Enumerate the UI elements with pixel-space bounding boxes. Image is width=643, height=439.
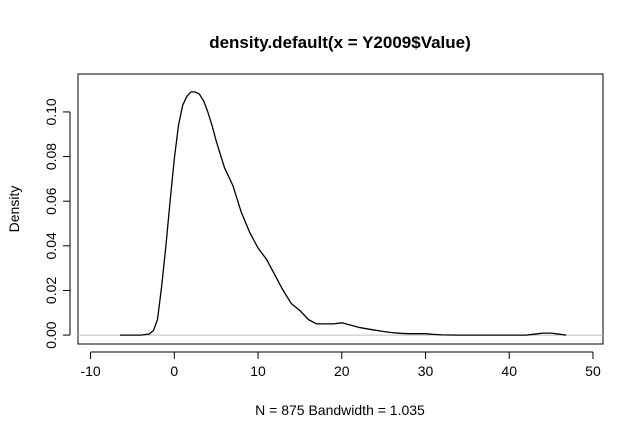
x-axis-label: N = 875 Bandwidth = 1.035 <box>255 402 425 418</box>
chart-title: density.default(x = Y2009$Value) <box>209 33 471 52</box>
x-tick-label: 50 <box>585 363 601 379</box>
y-tick-label: 0.00 <box>43 321 59 348</box>
x-axis: -10 0 10 20 30 40 50 <box>80 351 601 379</box>
x-tick-label: 30 <box>418 363 434 379</box>
x-tick-label: 40 <box>501 363 517 379</box>
density-curve <box>119 91 567 336</box>
y-tick-label: 0.04 <box>43 232 59 259</box>
x-tick-label: 20 <box>334 363 350 379</box>
y-axis-label: Density <box>6 186 22 233</box>
y-tick-label: 0.08 <box>43 143 59 170</box>
x-tick-label: -10 <box>80 363 100 379</box>
plot-frame <box>77 73 604 345</box>
x-tick-label: 0 <box>170 363 178 379</box>
x-tick-label: 10 <box>250 363 266 379</box>
y-axis: 0.00 0.02 0.04 0.06 0.08 0.10 <box>43 98 71 349</box>
y-tick-label: 0.06 <box>43 187 59 214</box>
y-tick-label: 0.02 <box>43 277 59 304</box>
y-tick-label: 0.10 <box>43 98 59 125</box>
